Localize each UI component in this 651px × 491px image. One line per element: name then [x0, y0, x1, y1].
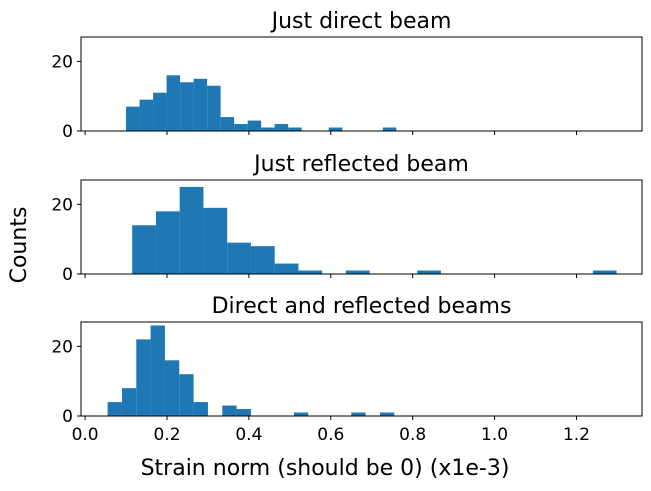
subplot-title: Just reflected beam — [252, 152, 469, 177]
histogram-bar — [417, 270, 441, 274]
y-tick-label: 0 — [62, 407, 73, 427]
histogram-bar — [274, 263, 299, 274]
histogram-bar — [139, 99, 154, 131]
subplot-1: Just direct beam 0 20 — [51, 9, 643, 142]
y-tick-label: 0 — [62, 265, 73, 285]
histogram-bar — [220, 117, 235, 131]
histogram-bar — [132, 225, 156, 274]
histogram-bar — [155, 211, 180, 274]
y-tick-label: 20 — [51, 195, 73, 215]
histogram-bar — [250, 246, 275, 274]
histogram-bar — [288, 127, 302, 131]
histogram-bar — [298, 270, 323, 274]
histogram-bar — [274, 124, 289, 131]
histogram-bar — [179, 374, 194, 416]
figure-ylabel: Counts — [7, 207, 32, 284]
y-tick-label: 20 — [51, 52, 73, 72]
histogram-bar — [222, 405, 237, 416]
histogram-bar — [227, 242, 251, 274]
histogram-bar — [328, 127, 343, 131]
x-tick-label: 1.2 — [563, 425, 590, 445]
histogram-bar — [234, 124, 248, 131]
x-tick-label: 0.2 — [153, 425, 180, 445]
x-tick-label: 0.6 — [317, 425, 344, 445]
histogram-bar — [592, 270, 617, 274]
histogram-bar — [164, 360, 180, 416]
histogram-bar — [166, 75, 181, 131]
histogram-bar — [153, 92, 167, 131]
histogram-bar — [193, 78, 208, 131]
histogram-bar — [126, 106, 140, 131]
subplot-title: Just direct beam — [270, 9, 452, 34]
subplot-2: Just reflected beam 0 20 — [51, 152, 643, 285]
plot-frame — [80, 179, 643, 275]
subplot-panels: Just direct beam 0 20 Just reflected beam 0 2… — [51, 9, 643, 445]
subplot-title: Direct and reflected beams — [212, 294, 512, 319]
histogram-bar — [236, 409, 251, 416]
histogram-bar — [345, 270, 370, 274]
histogram-bar — [179, 186, 204, 274]
x-tick-label: 1.0 — [481, 425, 508, 445]
plot-frame — [80, 36, 643, 132]
histogram-bar — [180, 82, 194, 131]
y-tick-label: 0 — [62, 122, 73, 142]
x-tick-label: 0.0 — [72, 425, 99, 445]
histogram-bar — [293, 412, 309, 416]
y-tick-label: 20 — [51, 337, 73, 357]
x-tick-label: 0.4 — [235, 425, 262, 445]
histogram-bar — [351, 412, 366, 416]
histogram-bar — [203, 207, 228, 274]
histogram-bar — [382, 127, 397, 131]
plot-frame — [80, 321, 643, 417]
histogram-bar — [150, 325, 165, 416]
histogram-bar — [136, 339, 151, 416]
histogram-bar — [121, 388, 137, 416]
x-tick-label: 0.8 — [399, 425, 426, 445]
histogram-bar — [107, 402, 122, 416]
histogram-bar — [207, 85, 221, 131]
figure-xlabel: Strain norm (should be 0) (x1e-3) — [141, 456, 510, 481]
histogram-bar — [193, 402, 208, 416]
subplot-3: Direct and reflected beams 0 20 0.0 0.2 0.4 0.… — [51, 294, 643, 445]
histogram-bar — [379, 412, 395, 416]
histogram-bar — [247, 120, 262, 131]
histogram-bar — [261, 127, 275, 131]
